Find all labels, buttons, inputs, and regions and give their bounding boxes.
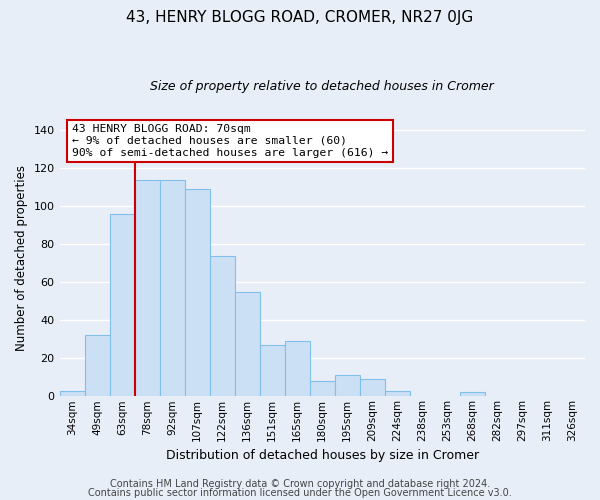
Bar	[59, 390, 85, 396]
Text: Contains public sector information licensed under the Open Government Licence v3: Contains public sector information licen…	[88, 488, 512, 498]
Bar	[260, 345, 285, 397]
X-axis label: Distribution of detached houses by size in Cromer: Distribution of detached houses by size …	[166, 450, 479, 462]
Bar	[185, 189, 209, 396]
Bar	[209, 256, 235, 396]
Bar	[235, 292, 260, 397]
Text: 43 HENRY BLOGG ROAD: 70sqm
← 9% of detached houses are smaller (60)
90% of semi-: 43 HENRY BLOGG ROAD: 70sqm ← 9% of detac…	[72, 124, 388, 158]
Bar	[110, 214, 134, 396]
Text: Contains HM Land Registry data © Crown copyright and database right 2024.: Contains HM Land Registry data © Crown c…	[110, 479, 490, 489]
Bar	[134, 180, 160, 396]
Bar	[460, 392, 485, 396]
Bar	[85, 336, 110, 396]
Bar	[360, 379, 385, 396]
Bar	[335, 376, 360, 396]
Bar	[310, 381, 335, 396]
Bar	[160, 180, 185, 396]
Bar	[385, 390, 410, 396]
Text: 43, HENRY BLOGG ROAD, CROMER, NR27 0JG: 43, HENRY BLOGG ROAD, CROMER, NR27 0JG	[127, 10, 473, 25]
Y-axis label: Number of detached properties: Number of detached properties	[15, 166, 28, 352]
Title: Size of property relative to detached houses in Cromer: Size of property relative to detached ho…	[151, 80, 494, 93]
Bar	[285, 341, 310, 396]
